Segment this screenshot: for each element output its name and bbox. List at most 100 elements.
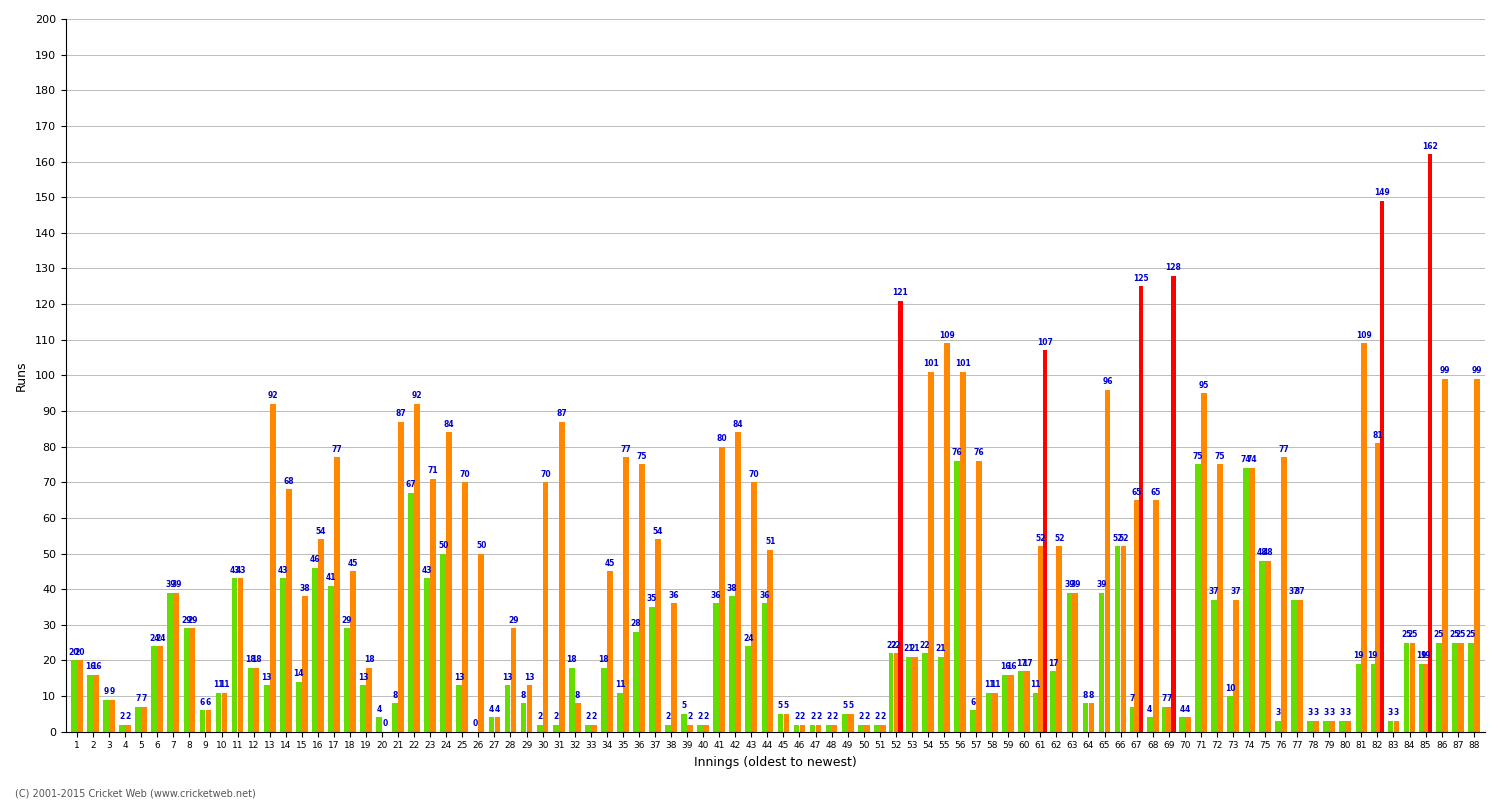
Text: 2: 2 (827, 712, 831, 721)
Bar (729, 596, 735, 732)
Text: 13: 13 (503, 673, 513, 682)
Bar (1308, 721, 1312, 732)
Text: 4: 4 (1179, 705, 1185, 714)
Text: 52: 52 (1054, 534, 1065, 543)
Text: 2: 2 (810, 712, 814, 721)
Bar (976, 461, 982, 732)
Bar (616, 693, 622, 732)
Text: 6: 6 (200, 698, 206, 706)
Text: 128: 128 (1166, 263, 1180, 272)
Bar (1340, 721, 1346, 732)
Text: 2: 2 (864, 712, 870, 721)
Text: 21: 21 (909, 644, 920, 654)
Bar (1314, 721, 1318, 732)
Text: 25: 25 (1434, 630, 1444, 639)
Bar (928, 372, 934, 732)
Bar (135, 706, 141, 732)
Bar (520, 703, 526, 732)
Bar (735, 432, 741, 732)
Bar (414, 404, 420, 732)
Bar (537, 725, 543, 732)
Text: 149: 149 (1374, 188, 1390, 197)
Text: 29: 29 (188, 616, 198, 625)
Text: 25: 25 (1401, 630, 1411, 639)
Bar (568, 667, 574, 732)
Bar (650, 607, 656, 732)
Bar (704, 725, 710, 732)
Bar (1428, 154, 1432, 732)
Text: 50: 50 (438, 541, 448, 550)
Bar (1066, 593, 1072, 732)
Bar (1038, 546, 1042, 732)
Bar (1250, 468, 1256, 732)
Text: 43: 43 (278, 566, 288, 575)
Text: 38: 38 (300, 584, 310, 593)
Bar (70, 661, 76, 732)
Bar (280, 578, 285, 732)
Bar (810, 725, 816, 732)
Bar (1114, 546, 1120, 732)
Text: 20: 20 (69, 648, 80, 657)
Text: 35: 35 (646, 594, 657, 603)
Bar (296, 682, 302, 732)
Bar (87, 674, 93, 732)
Bar (987, 693, 992, 732)
Bar (110, 700, 116, 732)
Bar (746, 646, 752, 732)
Text: 70: 70 (748, 470, 759, 478)
Text: 18: 18 (246, 655, 256, 664)
Bar (825, 725, 831, 732)
Bar (1179, 718, 1185, 732)
Text: 0: 0 (472, 719, 478, 728)
Text: 2: 2 (666, 712, 670, 721)
Text: 3: 3 (1394, 709, 1400, 718)
Bar (1442, 379, 1448, 732)
Text: 36: 36 (711, 591, 722, 600)
Bar (489, 718, 495, 732)
Text: 25: 25 (1449, 630, 1460, 639)
Text: 18: 18 (252, 655, 262, 664)
Bar (602, 667, 606, 732)
Text: 28: 28 (630, 619, 642, 628)
Bar (608, 571, 612, 732)
Text: 9: 9 (104, 687, 110, 696)
Text: 74: 74 (1246, 455, 1257, 465)
Bar (376, 718, 382, 732)
Bar (1380, 201, 1384, 732)
Text: 3: 3 (1346, 709, 1352, 718)
Bar (898, 301, 903, 732)
Bar (800, 725, 806, 732)
Text: 11: 11 (615, 680, 626, 689)
Text: 7: 7 (1161, 694, 1167, 703)
Text: 67: 67 (406, 480, 417, 490)
Bar (906, 657, 912, 732)
Text: 76: 76 (951, 448, 963, 458)
Text: 52: 52 (1035, 534, 1046, 543)
Text: 0: 0 (382, 719, 387, 728)
Bar (462, 482, 468, 732)
Text: 22: 22 (891, 641, 902, 650)
Text: 7: 7 (141, 694, 147, 703)
Text: 45: 45 (348, 558, 358, 568)
Text: 13: 13 (261, 673, 272, 682)
Bar (1196, 465, 1202, 732)
Text: 8: 8 (1089, 690, 1094, 700)
Text: 70: 70 (540, 470, 550, 478)
Text: 46: 46 (309, 555, 320, 564)
Text: 16: 16 (1007, 662, 1017, 671)
Bar (1072, 593, 1078, 732)
Text: 77: 77 (332, 445, 342, 454)
Bar (864, 725, 870, 732)
Bar (93, 674, 99, 732)
Bar (200, 710, 206, 732)
Bar (1275, 721, 1281, 732)
Bar (1458, 642, 1464, 732)
Bar (1452, 642, 1458, 732)
Bar (189, 628, 195, 732)
Text: 70: 70 (460, 470, 471, 478)
Bar (286, 490, 291, 732)
Text: 11: 11 (219, 680, 230, 689)
Text: 8: 8 (393, 690, 398, 700)
Bar (1394, 721, 1400, 732)
Bar (1089, 703, 1095, 732)
